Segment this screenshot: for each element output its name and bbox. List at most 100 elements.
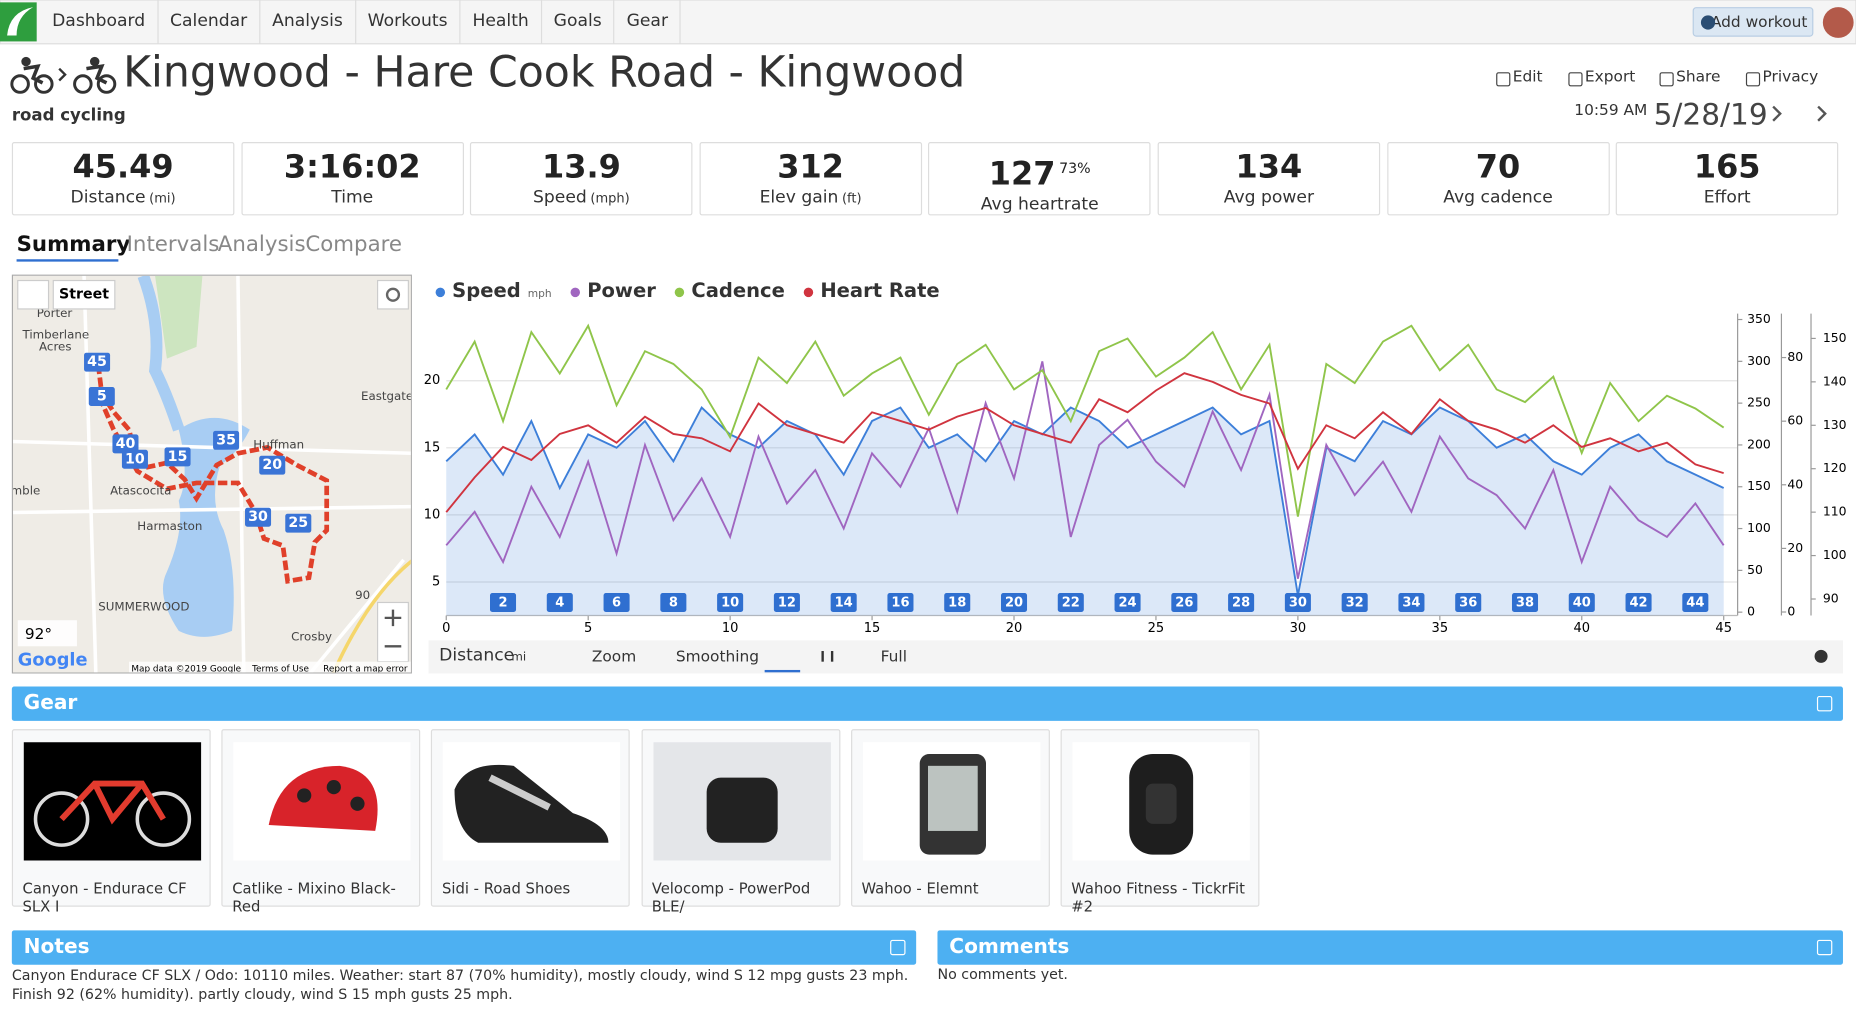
gear-card[interactable]: Catlike - Mixino Black-Red	[221, 729, 421, 915]
lap-marker	[1171, 593, 1198, 612]
y-tick-label: 250	[1747, 395, 1771, 410]
legend-unit: mph	[527, 288, 552, 301]
lap-marker	[603, 593, 630, 612]
lap-marker	[1511, 593, 1539, 612]
gear-name: Wahoo Fitness - TickrFit #2	[1071, 879, 1245, 915]
close-button[interactable]	[1814, 649, 1828, 663]
map-road	[82, 275, 98, 673]
legend-item[interactable]: Power	[570, 279, 656, 302]
gear-image	[233, 742, 411, 861]
gear-card[interactable]: Wahoo Fitness - TickrFit #2	[1060, 729, 1260, 915]
stat-sup: 73%	[1059, 159, 1091, 177]
stat-box: 165 Effort	[1615, 142, 1839, 216]
map: Porter Timberlane Acres Eastgate Huffman mble…	[11, 274, 412, 674]
stat-label: Effort	[1617, 187, 1837, 208]
y-tick-label: 80	[1787, 349, 1803, 364]
map-terms: Terms of Use	[251, 664, 309, 673]
nav-item[interactable]: Gear	[615, 0, 682, 44]
active-toggle[interactable]	[764, 650, 801, 673]
x-tick-label: 20	[1006, 621, 1023, 636]
gear-card[interactable]: Canyon - Endurace CF SLX I	[11, 729, 211, 915]
x-axis-selector[interactable]: Distance	[439, 646, 515, 666]
stat-label-text: Effort	[1703, 188, 1751, 208]
gear-card[interactable]: Velocomp - PowerPod BLE/	[641, 729, 840, 915]
map-report: Report a map error	[323, 664, 408, 673]
lap-label: 32	[1346, 596, 1364, 611]
lap-label: 10	[721, 596, 739, 611]
gear-header-title: Gear	[23, 691, 78, 715]
lap-marker	[1000, 593, 1028, 612]
gear-name: Wahoo - Elemnt	[861, 879, 979, 898]
pause-button[interactable]	[821, 651, 834, 662]
y-tick-label: 350	[1747, 311, 1771, 326]
smoothing-button[interactable]: Smoothing	[675, 648, 760, 667]
gear-card[interactable]: Sidi - Road Shoes	[431, 729, 631, 907]
lap-label: 40	[1573, 596, 1591, 611]
comments-header-icon[interactable]	[1816, 939, 1833, 956]
map-road	[13, 504, 411, 515]
stat-value: 127 73%	[930, 149, 1150, 194]
map-lap-label: 10	[125, 451, 145, 467]
notes-header-icon[interactable]	[890, 939, 906, 956]
lap-marker	[489, 593, 517, 612]
stat-box: 70 Avg cadence	[1386, 142, 1610, 216]
stat-value: 13.9	[471, 149, 691, 187]
y-tick-label: 130	[1823, 417, 1847, 432]
temp-box	[17, 620, 77, 647]
x-tick-label: 35	[1432, 621, 1449, 636]
lap-marker	[887, 593, 914, 612]
tab[interactable]: Analysis	[217, 231, 306, 257]
notes-text: Canyon Endurace CF SLX / Odo: 10110 mile…	[11, 967, 909, 1003]
stat-label-text: Distance	[70, 188, 146, 208]
legend-dot	[674, 287, 685, 298]
y-tick-label: 90	[1823, 591, 1839, 606]
nav-item[interactable]: Goals	[542, 0, 615, 44]
y-tick-label: 0	[1747, 604, 1755, 619]
stat-label: Avg power	[1159, 187, 1379, 208]
map-lap-marker	[213, 430, 240, 450]
zoom-button[interactable]: Zoom	[591, 648, 637, 667]
gear-card[interactable]: Wahoo - Elemnt	[850, 729, 1050, 907]
header-action[interactable]: Privacy	[1762, 68, 1819, 87]
map-lap-marker	[164, 447, 191, 467]
full-button[interactable]: Full	[880, 648, 907, 667]
tab[interactable]: Intervals	[126, 231, 220, 257]
sport-type: road cycling	[11, 106, 126, 126]
tab[interactable]: Compare	[305, 231, 403, 257]
stat-box: 3:16:02 Time	[240, 142, 464, 216]
series-area	[446, 407, 1724, 616]
legend-item[interactable]: Speed mph	[435, 279, 552, 302]
header-action[interactable]: Edit	[1512, 68, 1543, 87]
map-lap-marker	[245, 507, 272, 527]
y-tick-label: 120	[1823, 460, 1847, 475]
stat-box: 127 73% Avg heartrate	[928, 142, 1151, 216]
stat-box: 312 Elev gain (ft)	[699, 142, 922, 216]
gear-header-icon[interactable]	[1816, 695, 1833, 712]
add-workout-button[interactable]: Add workout	[1692, 7, 1814, 37]
header-action[interactable]: Export	[1584, 68, 1636, 87]
tab[interactable]: Summary	[16, 231, 131, 257]
header-action[interactable]: Share	[1676, 68, 1721, 87]
y-tick-label: 150	[1747, 478, 1771, 493]
map-place-label: Harmaston	[137, 519, 202, 533]
nav-item[interactable]: Workouts	[356, 0, 461, 44]
nav-item[interactable]: Dashboard	[40, 0, 159, 44]
gear-image	[1072, 742, 1250, 861]
lap-label: 38	[1516, 596, 1534, 611]
lap-label: 34	[1402, 596, 1420, 611]
y-tick-label: 5	[432, 574, 440, 589]
map-lap-label: 15	[168, 449, 188, 465]
legend-item[interactable]: Cadence	[674, 279, 785, 302]
x-tick-label: 10	[722, 621, 739, 636]
nav-item[interactable]: Analysis	[260, 0, 356, 44]
lap-marker	[1455, 593, 1482, 612]
map-lap-label: 25	[288, 515, 308, 531]
map-place-label: Porter	[37, 306, 73, 320]
nav-item[interactable]: Health	[461, 0, 542, 44]
nav-item[interactable]: Calendar	[158, 0, 261, 44]
legend-item[interactable]: Heart Rate	[803, 279, 940, 302]
y-tick-label: 110	[1823, 504, 1847, 519]
stat-value: 3:16:02	[242, 149, 462, 187]
stat-label: Time	[242, 187, 462, 208]
